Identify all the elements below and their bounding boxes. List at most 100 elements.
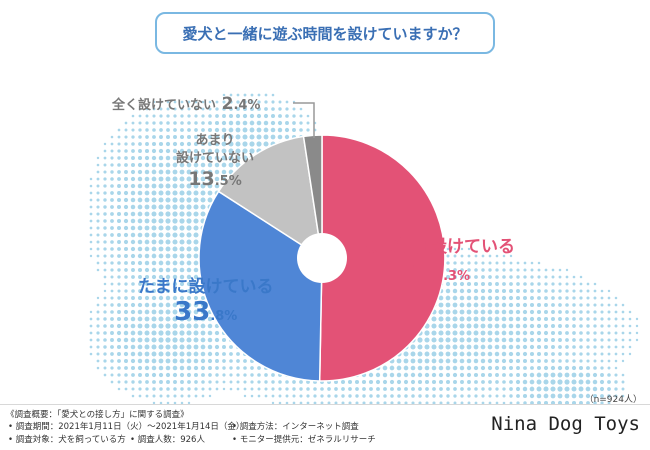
background-dot <box>543 337 549 343</box>
background-dot <box>425 401 429 405</box>
background-dot <box>207 134 213 140</box>
background-dot <box>445 295 451 301</box>
background-dot <box>571 393 577 399</box>
background-dot <box>466 302 472 308</box>
background-dot <box>124 380 128 384</box>
label-daily-int: 50 <box>406 257 444 287</box>
background-dot <box>158 302 164 308</box>
background-dot <box>117 275 121 279</box>
background-dot <box>137 176 143 182</box>
background-dot <box>250 373 254 377</box>
label-rarely-line1: あまり <box>195 133 235 148</box>
background-dot <box>579 289 583 293</box>
background-dot <box>404 401 408 405</box>
background-dot <box>110 184 114 188</box>
background-dot <box>130 253 136 259</box>
background-dot <box>186 176 192 182</box>
background-dot <box>137 183 143 189</box>
background-dot <box>474 387 478 391</box>
background-dot <box>348 394 352 398</box>
background-dot <box>137 330 143 336</box>
label-never-int: 2 <box>221 94 234 114</box>
background-dot <box>502 394 506 398</box>
background-dot <box>376 394 380 398</box>
background-dot <box>158 246 164 252</box>
background-dot <box>578 393 584 399</box>
background-dot <box>621 317 625 321</box>
background-dot <box>172 239 178 245</box>
background-dot <box>151 246 157 252</box>
background-dot <box>586 345 590 349</box>
label-daily: ほぼ毎日設けている 50.3% <box>362 232 515 287</box>
background-dot <box>159 128 163 132</box>
background-dot <box>116 330 122 336</box>
background-dot <box>579 352 583 356</box>
background-dot <box>523 261 527 265</box>
background-dot <box>208 107 212 111</box>
background-dot <box>201 121 205 125</box>
background-dot <box>523 282 527 286</box>
background-dot <box>186 225 192 231</box>
background-dot <box>327 394 331 398</box>
background-dot <box>242 134 248 140</box>
background-dot <box>144 239 150 245</box>
label-rarely-line2: 設けていない <box>176 151 255 166</box>
background-dot <box>130 260 136 266</box>
background-dot <box>607 373 611 377</box>
background-dot <box>523 268 527 272</box>
background-dot <box>340 379 346 385</box>
background-dot <box>481 268 485 272</box>
background-dot <box>158 239 164 245</box>
background-dot <box>403 358 409 364</box>
background-dot <box>243 107 247 111</box>
background-dot <box>487 344 493 350</box>
background-dot <box>96 296 100 300</box>
background-dot <box>96 163 100 167</box>
background-dot <box>607 296 611 300</box>
background-dot <box>123 330 129 336</box>
background-dot <box>158 323 164 329</box>
background-dot <box>214 141 220 147</box>
background-dot <box>89 240 93 244</box>
background-dot <box>117 352 121 356</box>
background-dot <box>179 267 185 273</box>
background-dot <box>103 366 107 370</box>
background-dot <box>550 365 556 371</box>
background-dot <box>242 155 248 161</box>
background-dot <box>585 379 591 385</box>
background-dot <box>523 289 527 293</box>
background-dot <box>222 345 226 349</box>
background-dot <box>179 309 185 315</box>
background-dot <box>502 380 506 384</box>
background-dot <box>425 387 429 391</box>
background-dot <box>515 358 521 364</box>
background-dot <box>201 107 205 111</box>
background-dot <box>151 155 157 161</box>
background-dot <box>508 295 514 301</box>
background-dot <box>390 387 394 391</box>
background-dot <box>565 268 569 272</box>
background-dot <box>201 128 205 132</box>
background-dot <box>579 296 583 300</box>
background-dot <box>396 365 402 371</box>
background-dot <box>151 372 157 378</box>
background-dot <box>614 310 618 314</box>
background-dot <box>243 387 247 391</box>
background-dot <box>529 393 535 399</box>
background-dot <box>116 211 122 217</box>
background-dot <box>186 288 192 294</box>
background-dot <box>110 233 114 237</box>
background-dot <box>438 351 444 357</box>
background-dot <box>607 380 611 384</box>
background-dot <box>207 316 213 322</box>
background-dot <box>151 218 157 224</box>
background-dot <box>117 387 121 391</box>
background-dot <box>579 324 583 328</box>
background-dot <box>347 379 353 385</box>
background-dot <box>144 176 150 182</box>
background-dot <box>529 379 535 385</box>
background-dot <box>501 358 507 364</box>
background-dot <box>424 330 430 336</box>
background-dot <box>600 373 604 377</box>
background-dot <box>179 155 185 161</box>
